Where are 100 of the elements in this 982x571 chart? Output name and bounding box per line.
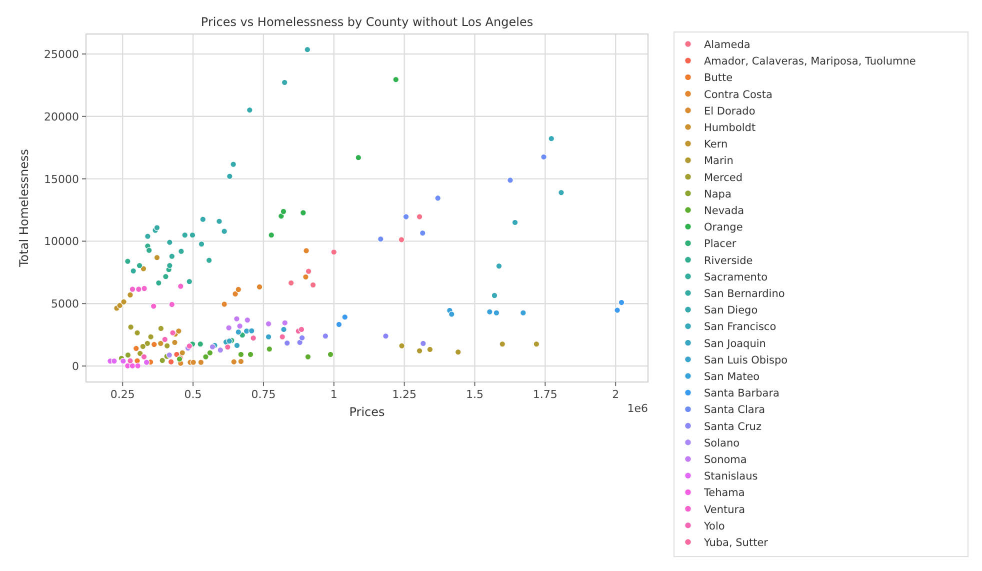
point [221,228,228,235]
point [200,216,206,223]
legend-label: San Francisco [704,321,776,334]
legend-label: San Luis Obispo [704,354,788,366]
point [179,350,186,356]
x-tick-label: 1 [330,388,338,401]
point [520,310,526,316]
point [170,330,176,336]
x-tick-label: 1.25 [392,388,417,401]
point [226,173,233,180]
legend-label: Stanislaus [704,470,758,483]
legend-label: Sacramento [704,271,768,284]
point [232,290,238,298]
point [614,307,620,314]
point [162,336,168,343]
point [238,358,244,365]
point [164,342,170,349]
legend-label: Placer [704,238,737,250]
legend-label: Butte [704,72,733,84]
point [189,232,196,238]
point [127,358,134,364]
point [280,208,287,215]
point [493,310,500,316]
legend-label: Nevada [704,205,744,217]
point [128,324,134,330]
legend-label: Santa Clara [704,404,766,416]
point [238,351,244,358]
point [236,322,243,330]
point [150,303,157,310]
point [110,358,118,364]
legend-label: Kern [704,138,728,151]
point [302,274,309,280]
y-tick-label: 20000 [44,110,79,124]
point [124,258,131,264]
point [507,176,514,184]
point [398,236,405,243]
legend-label: Humboldt [704,122,756,134]
point [159,357,166,364]
point [198,240,205,248]
point [247,351,254,358]
point [226,324,232,331]
point [136,286,142,292]
point [206,350,214,356]
point [280,326,287,333]
point [168,301,176,308]
x-tick-label: 1.75 [532,388,558,401]
point [120,298,127,306]
legend-label: Napa [704,188,732,200]
legend-label: Merced [704,172,743,184]
x-tick-label: 0.5 [184,388,202,401]
point [244,316,251,324]
point [182,232,188,238]
legend-label: Santa Barbara [704,388,780,400]
point [116,302,123,309]
point [330,248,338,256]
legend-label: El Dorado [704,105,756,118]
legend-label: Santa Cruz [704,420,762,433]
point [197,340,204,348]
point [230,358,238,365]
point [342,314,348,320]
point [282,320,288,326]
point [140,354,148,360]
point [129,286,136,292]
point [168,253,176,260]
point [209,344,216,350]
point [217,346,224,354]
x-tick-label: 0.25 [110,388,135,401]
chart-title: Prices vs Homelessness by County without Los Angeles [200,15,534,29]
text: 1e6 [627,402,648,415]
point [402,214,410,220]
point [172,339,178,346]
point [154,254,160,261]
point [300,210,306,216]
point [177,283,184,290]
point [548,135,555,142]
x-tick-label: 2 [612,388,620,401]
point [268,232,275,238]
point [168,358,174,365]
point [250,334,257,342]
point [134,362,142,369]
point [281,79,288,86]
point [132,345,140,352]
legend-label: Orange [704,222,743,234]
point [558,189,564,196]
point [198,359,204,366]
point [419,230,426,236]
point [144,340,151,347]
point [190,359,197,366]
x-tick-label: 0.75 [251,388,276,401]
point [310,282,316,288]
legend-label: Alameda [704,39,750,51]
point [158,325,164,332]
point [178,248,184,254]
point [336,321,342,328]
legend-label: Contra Costa [704,88,772,101]
point [136,350,144,357]
point [434,194,442,202]
point [221,301,228,308]
point [304,46,311,53]
point [230,161,237,168]
